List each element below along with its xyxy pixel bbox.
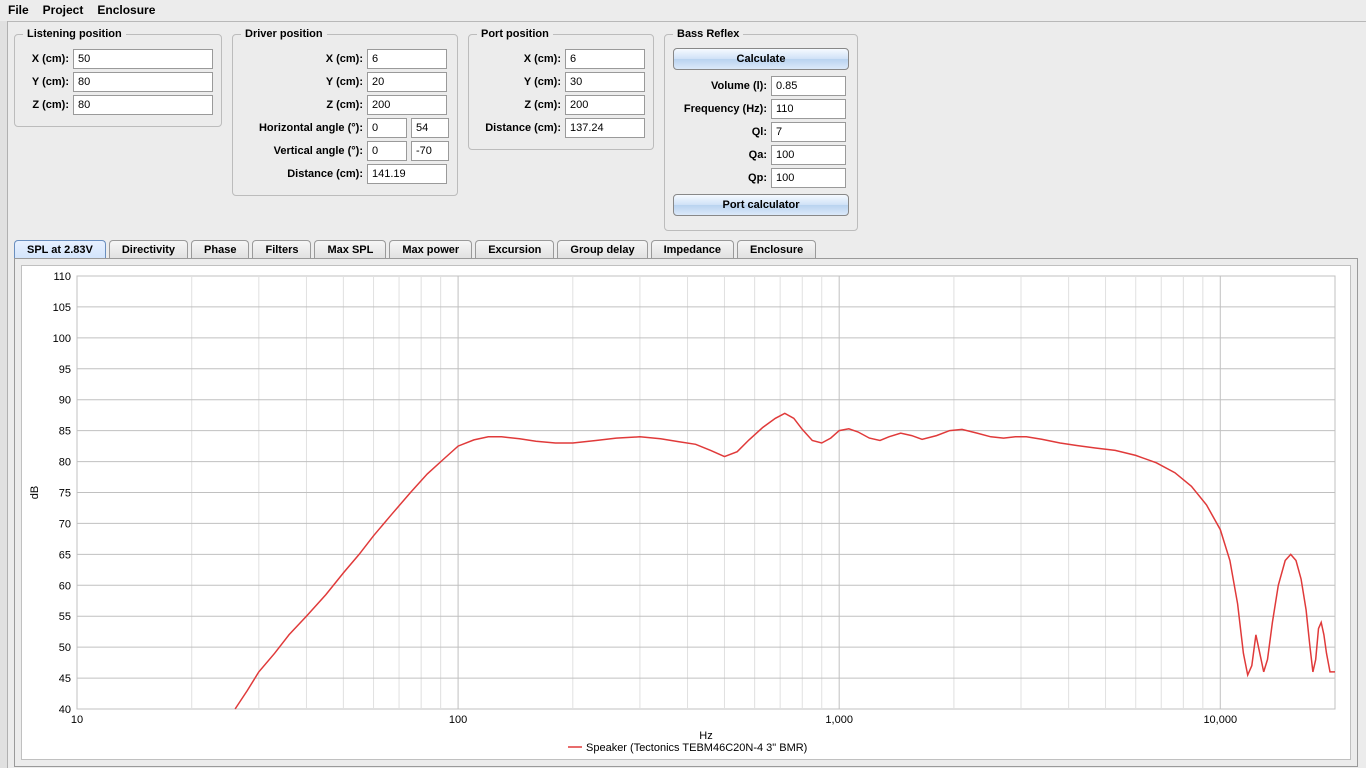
- driver-hang-label: Horizontal angle (°):: [241, 122, 363, 134]
- port-x-label: X (cm):: [477, 53, 561, 65]
- tab-directivity[interactable]: Directivity: [109, 240, 188, 259]
- bass-ql-input[interactable]: [771, 122, 846, 142]
- port-position-panel: Port position X (cm): Y (cm): Z (cm): Di…: [468, 28, 654, 150]
- driver-z-input[interactable]: [367, 95, 447, 115]
- driver-x-input[interactable]: [367, 49, 447, 69]
- port-y-input[interactable]: [565, 72, 645, 92]
- listen-y-label: Y (cm):: [23, 76, 69, 88]
- svg-text:110: 110: [53, 271, 71, 283]
- port-dist-label: Distance (cm):: [477, 122, 561, 134]
- menu-project[interactable]: Project: [43, 3, 84, 17]
- tab-impedance[interactable]: Impedance: [651, 240, 734, 259]
- calculate-button[interactable]: Calculate: [673, 48, 849, 70]
- svg-text:60: 60: [59, 580, 71, 592]
- svg-text:1,000: 1,000: [825, 714, 853, 726]
- port-x-input[interactable]: [565, 49, 645, 69]
- port-calculator-button[interactable]: Port calculator: [673, 194, 849, 216]
- bass-ql-label: Ql:: [673, 126, 767, 138]
- tab-max-power[interactable]: Max power: [389, 240, 472, 259]
- svg-text:100: 100: [53, 333, 71, 345]
- bass-legend: Bass Reflex: [673, 28, 743, 40]
- tab-excursion[interactable]: Excursion: [475, 240, 554, 259]
- bass-vol-label: Volume (l):: [673, 80, 767, 92]
- driver-position-panel: Driver position X (cm): Y (cm): Z (cm): …: [232, 28, 458, 196]
- tab-max-spl[interactable]: Max SPL: [314, 240, 386, 259]
- port-y-label: Y (cm):: [477, 76, 561, 88]
- tab-phase[interactable]: Phase: [191, 240, 249, 259]
- bass-reflex-panel: Bass Reflex Calculate Volume (l): Freque…: [664, 28, 858, 231]
- driver-dist-label: Distance (cm):: [241, 168, 363, 180]
- bass-qa-label: Qa:: [673, 149, 767, 161]
- svg-text:70: 70: [59, 518, 71, 530]
- driver-hang-readout: [411, 118, 449, 138]
- driver-hang-input[interactable]: [367, 118, 407, 138]
- svg-text:75: 75: [59, 488, 71, 500]
- bass-qa-input[interactable]: [771, 145, 846, 165]
- listen-y-input[interactable]: [73, 72, 213, 92]
- bass-freq-input[interactable]: [771, 99, 846, 119]
- port-legend: Port position: [477, 28, 553, 40]
- bass-qp-input[interactable]: [771, 168, 846, 188]
- svg-text:95: 95: [59, 364, 71, 376]
- port-dist-readout: [565, 118, 645, 138]
- svg-text:90: 90: [59, 395, 71, 407]
- driver-x-label: X (cm):: [241, 53, 363, 65]
- tabstrip: SPL at 2.83VDirectivityPhaseFiltersMax S…: [14, 239, 1358, 258]
- svg-text:45: 45: [59, 673, 71, 685]
- listen-z-label: Z (cm):: [23, 99, 69, 111]
- port-z-input[interactable]: [565, 95, 645, 115]
- driver-legend: Driver position: [241, 28, 327, 40]
- driver-vang-input[interactable]: [367, 141, 407, 161]
- driver-vang-label: Vertical angle (°):: [241, 145, 363, 157]
- listening-position-panel: Listening position X (cm): Y (cm): Z (cm…: [14, 28, 222, 127]
- svg-text:Hz: Hz: [699, 730, 712, 742]
- driver-z-label: Z (cm):: [241, 99, 363, 111]
- menu-enclosure[interactable]: Enclosure: [97, 3, 155, 17]
- svg-text:65: 65: [59, 549, 71, 561]
- svg-text:10: 10: [71, 714, 83, 726]
- svg-text:10,000: 10,000: [1203, 714, 1237, 726]
- spl-chart: 40 45 50 55 60 65 70 75 80 85 90 95 100 105 110 10 100 1,…: [22, 266, 1350, 759]
- chart-inner[interactable]: 40 45 50 55 60 65 70 75 80 85 90 95 100 105 110 10 100 1,…: [21, 265, 1351, 760]
- svg-text:dB: dB: [29, 486, 41, 499]
- listen-x-label: X (cm):: [23, 53, 69, 65]
- bass-vol-input[interactable]: [771, 76, 846, 96]
- menubar: File Project Enclosure: [0, 0, 1366, 21]
- port-z-label: Z (cm):: [477, 99, 561, 111]
- tab-filters[interactable]: Filters: [252, 240, 311, 259]
- chart-container: 40 45 50 55 60 65 70 75 80 85 90 95 100 105 110 10 100 1,…: [14, 258, 1358, 767]
- svg-text:80: 80: [59, 457, 71, 469]
- sidebar-strip: [0, 21, 8, 768]
- tab-group-delay[interactable]: Group delay: [557, 240, 647, 259]
- bass-freq-label: Frequency (Hz):: [673, 103, 767, 115]
- listen-z-input[interactable]: [73, 95, 213, 115]
- svg-text:40: 40: [59, 704, 71, 716]
- tab-enclosure[interactable]: Enclosure: [737, 240, 816, 259]
- driver-vang-readout: [411, 141, 449, 161]
- svg-text:50: 50: [59, 642, 71, 654]
- driver-y-label: Y (cm):: [241, 76, 363, 88]
- svg-text:100: 100: [449, 714, 467, 726]
- svg-text:85: 85: [59, 426, 71, 438]
- bass-qp-label: Qp:: [673, 172, 767, 184]
- listen-x-input[interactable]: [73, 49, 213, 69]
- driver-dist-readout: [367, 164, 447, 184]
- menu-file[interactable]: File: [8, 3, 29, 17]
- driver-y-input[interactable]: [367, 72, 447, 92]
- svg-text:Speaker (Tectonics TEBM46C20N-: Speaker (Tectonics TEBM46C20N-4 3" BMR): [586, 742, 807, 754]
- svg-text:105: 105: [53, 302, 71, 314]
- listening-legend: Listening position: [23, 28, 126, 40]
- svg-text:55: 55: [59, 611, 71, 623]
- tab-spl-at-2-83v[interactable]: SPL at 2.83V: [14, 240, 106, 259]
